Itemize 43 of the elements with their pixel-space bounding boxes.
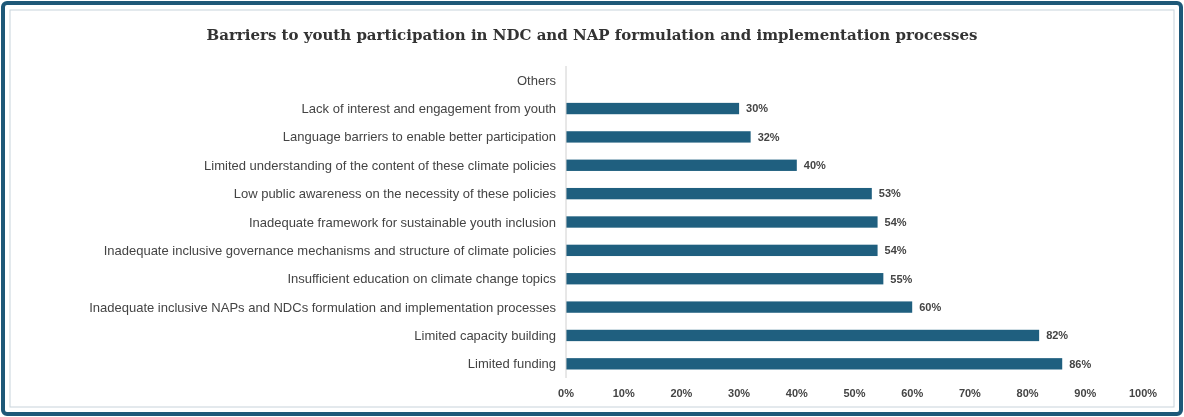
bar [566, 131, 751, 143]
data-label: 54% [884, 215, 907, 228]
y-tick-label: Inadequate inclusive NAPs and NDCs formulation and implementation processes [89, 299, 557, 315]
x-tick-label: 100% [1128, 387, 1158, 399]
x-tick-label: 90% [1074, 387, 1097, 399]
x-tick-label: 0% [558, 387, 575, 399]
y-tick-label: Lack of interest and engagement from youth [301, 101, 556, 117]
bar [566, 216, 878, 228]
data-label: 53% [878, 187, 902, 200]
bar [566, 329, 1040, 342]
y-tick-label: Language barriers to enable better participation [282, 129, 556, 145]
data-label: 32% [757, 130, 780, 143]
bar [566, 159, 797, 171]
data-label: 60% [919, 300, 942, 313]
x-tick-label: 60% [901, 387, 924, 399]
y-tick-label: Inadequate framework for sustainable youth inclusion [248, 214, 556, 230]
x-tick-label: 50% [843, 387, 866, 399]
chart-title: Barriers to youth participation in NDC and NAP formulation and implementation processes [206, 26, 978, 44]
x-tick-label: 70% [958, 387, 982, 399]
y-tick-label: Inadequate inclusive governance mechanisms and structure of climate policies [103, 242, 557, 258]
y-tick-label: Low public awareness on the necessity of these policies [233, 186, 557, 202]
bar [566, 358, 1063, 370]
y-tick-label: Limited funding [467, 356, 556, 372]
bar [566, 187, 872, 200]
data-label: 54% [884, 244, 907, 257]
y-tick-label: Insufficient education on climate change topics [287, 271, 557, 287]
y-tick-label: Limited capacity building [414, 328, 556, 343]
bar [566, 102, 740, 115]
data-label: 82% [1046, 329, 1069, 342]
x-tick-label: 80% [1016, 387, 1039, 399]
data-label: 40% [803, 159, 827, 172]
data-label: 55% [890, 272, 913, 285]
data-label: 30% [746, 102, 769, 115]
x-tick-label: 40% [785, 387, 809, 399]
y-tick-label: Others [516, 72, 557, 88]
bar [566, 273, 884, 285]
x-tick-label: 30% [728, 387, 751, 399]
bar [566, 244, 878, 257]
y-tick-label: Limited understanding of the content of these climate policies [204, 157, 557, 173]
x-tick-label: 10% [612, 387, 635, 399]
bar [566, 301, 913, 313]
x-tick-label: 20% [670, 387, 693, 399]
data-label: 86% [1069, 357, 1092, 370]
